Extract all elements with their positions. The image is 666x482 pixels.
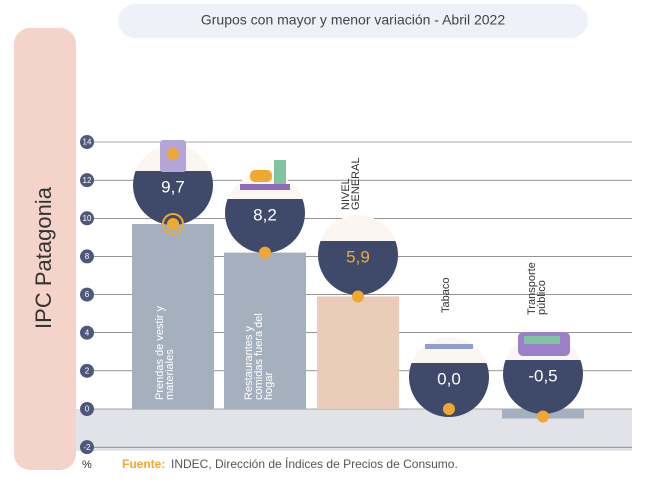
value-label: 9,7 bbox=[161, 177, 185, 196]
dot bbox=[443, 403, 455, 415]
tick-badge bbox=[80, 325, 94, 340]
y-tick-label: -2 bbox=[83, 443, 91, 452]
bar bbox=[224, 252, 306, 409]
category-label: Tabaco bbox=[440, 277, 452, 313]
dot bbox=[537, 410, 549, 423]
source-text: INDEC, Dirección de Índices de Precios d… bbox=[171, 456, 458, 471]
tick-badge bbox=[80, 135, 94, 149]
bar bbox=[317, 296, 399, 409]
icon-burger bbox=[250, 170, 272, 182]
icon-bus-window bbox=[524, 336, 560, 344]
y-tick-label: 12 bbox=[83, 176, 92, 185]
tick-badge bbox=[80, 249, 94, 264]
tick-badge bbox=[80, 402, 94, 416]
tick-badge bbox=[80, 211, 94, 226]
source-label: Fuente: bbox=[122, 457, 165, 471]
icon-dot bbox=[167, 148, 179, 160]
tick-badge bbox=[80, 287, 94, 302]
dot bbox=[167, 218, 179, 231]
y-tick-label: 4 bbox=[85, 328, 90, 337]
tick-badge bbox=[80, 440, 94, 455]
y-tick-label: 0 bbox=[85, 405, 90, 414]
category-label: Transporte público bbox=[526, 262, 548, 315]
dot bbox=[259, 246, 271, 259]
unit-label: % bbox=[82, 459, 92, 471]
dot-ring bbox=[162, 213, 184, 236]
icon-cup bbox=[274, 160, 286, 184]
y-tick-label: 8 bbox=[85, 252, 90, 261]
chart-title: Grupos con mayor y menor variación - Abr… bbox=[201, 12, 505, 28]
y-tick-label: 2 bbox=[85, 366, 90, 375]
category-label: NIVEL GENERAL bbox=[340, 157, 362, 210]
category-label: Restaurantes y comidas fuera del hogar bbox=[243, 313, 275, 400]
y-tick-label: 14 bbox=[83, 138, 92, 147]
dot bbox=[352, 290, 364, 303]
tick-badge bbox=[80, 363, 94, 378]
category-label: Prendas de vestir y materiales bbox=[154, 305, 176, 400]
y-tick-label: 10 bbox=[83, 214, 92, 223]
side-label: IPC Patagonia bbox=[31, 186, 56, 329]
value-label: 5,9 bbox=[346, 247, 370, 266]
y-tick-label: 6 bbox=[85, 290, 90, 299]
value-label: 8,2 bbox=[253, 205, 277, 224]
value-label: -0,5 bbox=[528, 366, 557, 385]
title-pill bbox=[118, 4, 588, 38]
value-label: 0,0 bbox=[437, 369, 461, 388]
icon-tray bbox=[240, 184, 290, 190]
side-panel bbox=[14, 28, 76, 470]
icon-cigarette bbox=[425, 344, 473, 349]
tick-badge bbox=[80, 173, 94, 188]
bar bbox=[132, 224, 214, 409]
